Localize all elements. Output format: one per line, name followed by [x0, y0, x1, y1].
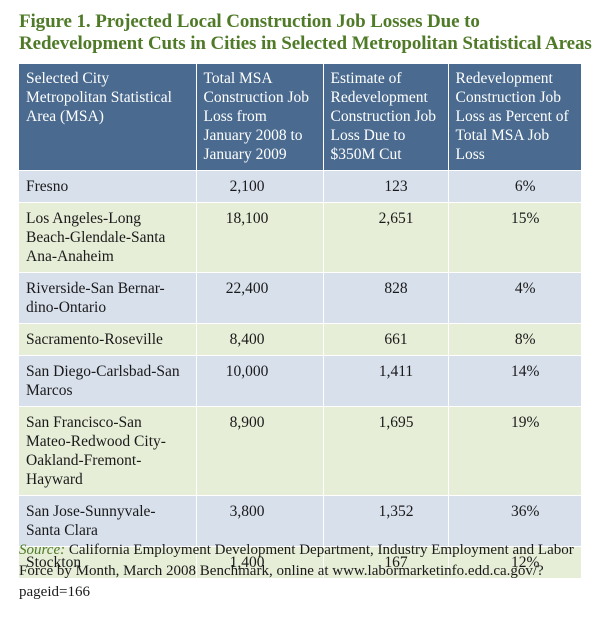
table-row: Sacramento-Roseville 8,400 661 8%	[19, 323, 581, 356]
table-row: Stockton 1,400 167 12%	[19, 546, 581, 578]
total-loss-cell: 3,800	[196, 495, 324, 547]
table-row: Riverside-San Bernar-dino-Ontario 22,400 8…	[19, 272, 581, 324]
estimate-cell: 123	[323, 170, 449, 203]
estimate-cell: 661	[323, 323, 449, 356]
estimate-cell: 2,651	[323, 202, 449, 273]
msa-cell: Riverside-San Bernar-dino-Ontario	[19, 272, 197, 324]
header-msa: Selected City Metropolitan Statistical A…	[19, 64, 197, 171]
job-loss-table: Selected City Metropolitan Statistical A…	[19, 64, 581, 578]
figure-title: Figure 1. Projected Local Construction J…	[19, 11, 592, 54]
source-text: California Employment Development Depart…	[19, 542, 574, 600]
source-note: Source: California Employment Developmen…	[19, 540, 594, 603]
msa-cell: San Francisco-San Mateo-Redwood City-Oak…	[19, 406, 197, 496]
header-total-loss: Total MSA Construction Job Loss from Jan…	[196, 64, 324, 171]
header-row: Selected City Metropolitan Statistical A…	[19, 64, 581, 171]
table-row: San Diego-Carlsbad-San Marcos 10,000 1,411…	[19, 355, 581, 407]
estimate-cell: 1,695	[323, 406, 449, 496]
table-row: San Jose-Sunnyvale-Santa Clara 3,800 1,352…	[19, 495, 581, 547]
total-loss-cell: 22,400	[196, 272, 324, 324]
total-loss-cell: 1,400	[196, 546, 324, 578]
table-row: San Francisco-San Mateo-Redwood City-Oak…	[19, 406, 581, 496]
percent-cell: 6%	[448, 170, 581, 203]
msa-cell: Los Angeles-Long Beach-Glendale-Santa An…	[19, 202, 197, 273]
estimate-cell: 167	[323, 546, 449, 578]
estimate-cell: 828	[323, 272, 449, 324]
percent-cell: 36%	[448, 495, 581, 547]
msa-cell: Stockton	[19, 546, 197, 578]
total-loss-cell: 10,000	[196, 355, 324, 407]
msa-cell: Fresno	[19, 170, 197, 203]
percent-cell: 12%	[448, 546, 581, 578]
table-row: Los Angeles-Long Beach-Glendale-Santa An…	[19, 202, 581, 273]
percent-cell: 8%	[448, 323, 581, 356]
percent-cell: 14%	[448, 355, 581, 407]
percent-cell: 15%	[448, 202, 581, 273]
total-loss-cell: 2,100	[196, 170, 324, 203]
percent-cell: 4%	[448, 272, 581, 324]
total-loss-cell: 8,900	[196, 406, 324, 496]
estimate-cell: 1,411	[323, 355, 449, 407]
percent-cell: 19%	[448, 406, 581, 496]
total-loss-cell: 8,400	[196, 323, 324, 356]
total-loss-cell: 18,100	[196, 202, 324, 273]
source-label: Source:	[19, 542, 66, 558]
msa-cell: San Jose-Sunnyvale-Santa Clara	[19, 495, 197, 547]
header-percent: Redevelopment Construction Job Loss as P…	[448, 64, 581, 171]
msa-cell: San Diego-Carlsbad-San Marcos	[19, 355, 197, 407]
estimate-cell: 1,352	[323, 495, 449, 547]
header-estimate: Estimate of Redevelopment Construction J…	[323, 64, 449, 171]
table-row: Fresno 2,100 123 6%	[19, 170, 581, 203]
msa-cell: Sacramento-Roseville	[19, 323, 197, 356]
